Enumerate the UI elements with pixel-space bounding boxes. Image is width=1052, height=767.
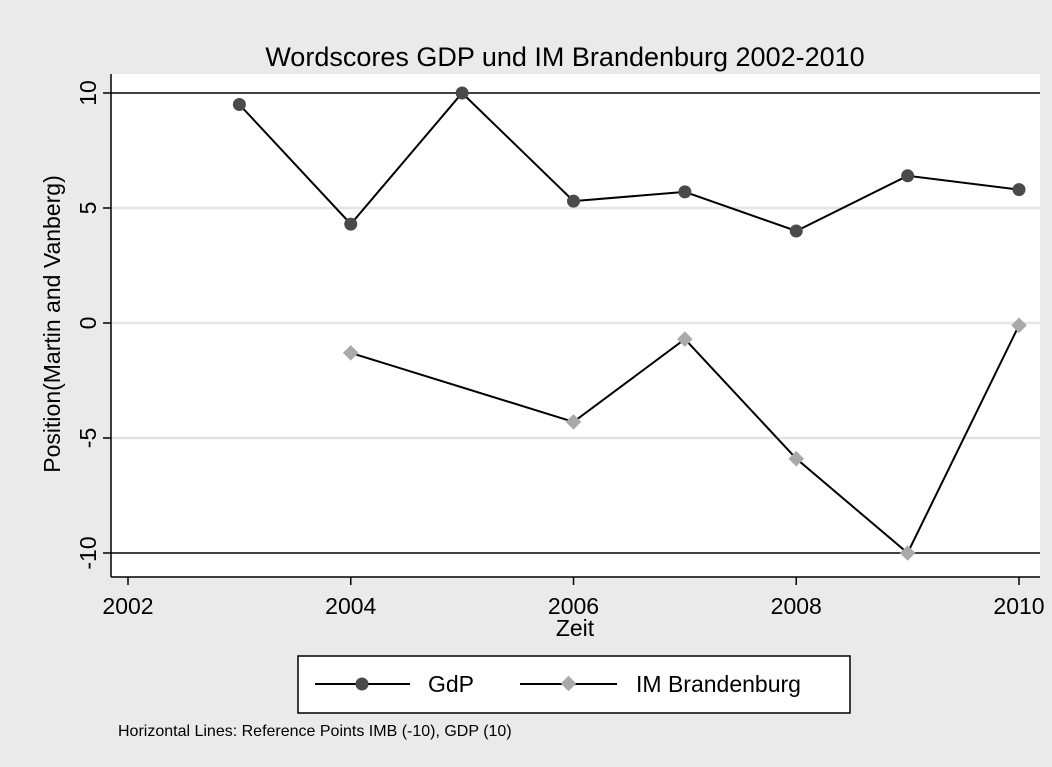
legend-gdp-marker [355,677,369,691]
legend: GdP IM Brandenburg [297,655,851,714]
x-tick-label: 2006 [548,593,599,619]
chart-note: Horizontal Lines: Reference Points IMB (… [118,723,512,740]
y-tick-label: 5 [75,202,101,215]
gdp-point [232,98,246,111]
reference-lines [111,92,1040,554]
y-tick-label: -10 [75,536,101,569]
y-tick-label: 0 [75,317,101,330]
imb-point [899,545,916,561]
series-line-1 [350,324,1020,555]
gdp-point [567,194,580,208]
y-axis-label: Position(Martin and Vanberg) [39,175,65,472]
legend-gdp-label: GdP [428,671,474,697]
x-tick-label: 2010 [993,593,1044,619]
y-tick-label: 10 [75,80,101,106]
chart-title: Wordscores GDP und IM Brandenburg 2002-2… [265,42,864,72]
gdp-point [789,224,803,238]
gdp-point [1012,183,1026,197]
x-axis-ticks: 2002 2004 2006 2008 2010 [102,577,1045,619]
gdp-point [344,217,358,231]
x-axis-label: Zeit [556,615,595,641]
gdp-point [901,169,915,183]
y-axis-ticks: -10 -5 0 5 10 [75,80,111,570]
gdp-point [678,185,692,199]
series-line-0 [238,91,1020,233]
x-tick-label: 2002 [102,593,153,619]
series-lines [238,91,1020,555]
legend-imb-label: IM Brandenburg [636,671,801,697]
grid-lines [111,206,1040,440]
gdp-point [455,86,469,100]
x-tick-label: 2008 [771,593,822,619]
plot-area [111,74,1040,577]
y-tick-label: -5 [75,428,101,448]
axes [110,74,1040,578]
legend-imb-marker [560,675,577,692]
x-tick-label: 2004 [325,593,376,619]
